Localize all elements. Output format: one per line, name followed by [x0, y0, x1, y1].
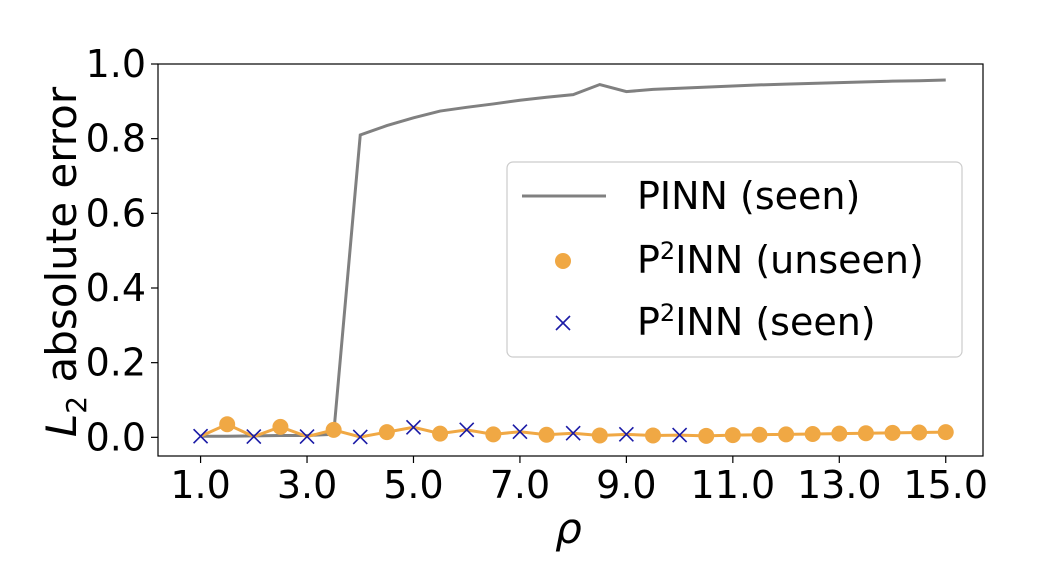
y-tick-label: 0.2	[86, 341, 146, 385]
point-p2inn-unseen	[804, 425, 821, 442]
x-tick-label: 11.0	[691, 463, 776, 507]
axes-layer: 1.0 3.0 5.0 7.0 9.0 11.0 13.0 15.0 0.0 0.2 0.4 0.6 0…	[37, 42, 988, 553]
x-axis-label: ρ	[555, 504, 582, 553]
point-p2inn-unseen	[857, 425, 874, 442]
legend-label-pinn-seen: PINN (seen)	[637, 174, 860, 218]
point-p2inn-unseen	[778, 426, 795, 443]
x-tick-label: 7.0	[490, 463, 550, 507]
point-p2inn-seen	[193, 428, 209, 444]
point-p2inn-unseen	[645, 427, 661, 444]
legend-box	[506, 161, 963, 358]
point-p2inn-unseen	[831, 425, 848, 442]
point-p2inn-seen	[459, 422, 475, 438]
x-tick-label: 15.0	[903, 463, 988, 507]
point-p2inn-unseen	[937, 424, 954, 441]
point-p2inn-seen	[352, 429, 368, 445]
point-p2inn-seen-stroke-b	[299, 429, 315, 445]
point-p2inn-seen	[405, 419, 422, 435]
point-p2inn-seen-stroke-b	[193, 428, 209, 444]
legend-label-p2inn-unseen-rest: INN (unseen)	[675, 238, 924, 282]
point-p2inn-seen	[565, 425, 581, 441]
point-p2inn-seen	[618, 426, 634, 442]
y-tick-label: 0.6	[86, 191, 146, 235]
series-line-pinn-seen	[200, 78, 946, 438]
legend-label-p2inn-seen-rest: INN (seen)	[675, 300, 875, 344]
point-p2inn-seen	[672, 427, 688, 443]
point-p2inn-unseen	[698, 427, 715, 444]
x-tick-label: 13.0	[797, 463, 882, 507]
point-p2inn-unseen	[432, 425, 449, 442]
point-p2inn-seen-stroke-b	[246, 429, 262, 445]
y-axis-label: L2 absolute error	[37, 86, 93, 437]
y-tick-label: 0.8	[86, 117, 146, 161]
point-p2inn-unseen	[911, 424, 928, 441]
legend-label-p2inn-unseen-main: P	[637, 238, 660, 282]
x-tick-label: 1.0	[170, 463, 230, 507]
point-p2inn-seen-stroke-b	[405, 419, 422, 435]
point-p2inn-unseen	[485, 426, 502, 443]
point-p2inn-seen-stroke-b	[459, 422, 475, 438]
y-axis-label-sub: 2	[60, 396, 93, 414]
y-axis-label-main: L	[37, 414, 86, 437]
point-p2inn-unseen	[272, 418, 289, 435]
point-p2inn-seen	[512, 424, 528, 440]
point-p2inn-unseen	[724, 427, 741, 444]
legend-swatch-p2inn-seen-stroke-b	[555, 315, 571, 331]
series-layer	[193, 78, 954, 445]
legend-label-p2inn-unseen-sup: 2	[660, 237, 675, 265]
point-p2inn-seen-stroke-b	[565, 425, 581, 441]
legend-label-p2inn-seen-sup: 2	[660, 299, 675, 327]
legend-swatch-p2inn-unseen	[555, 253, 571, 269]
y-tick-label: 0.0	[86, 415, 146, 459]
point-p2inn-seen	[246, 429, 262, 445]
point-p2inn-seen	[299, 429, 315, 445]
x-tick-label: 5.0	[383, 463, 443, 507]
legend-label-p2inn-unseen: P2INN (unseen)	[637, 237, 924, 282]
point-p2inn-seen-stroke-b	[618, 426, 634, 442]
x-tick-label: 9.0	[596, 463, 656, 507]
point-p2inn-unseen	[751, 426, 768, 443]
point-p2inn-unseen	[219, 416, 236, 433]
y-axis-label-rest: absolute error	[37, 86, 86, 396]
point-p2inn-unseen	[378, 424, 395, 441]
plot-frame	[157, 63, 984, 457]
point-p2inn-unseen	[591, 427, 608, 444]
point-p2inn-seen-stroke-b	[672, 427, 688, 443]
point-p2inn-unseen	[884, 424, 901, 441]
legend: PINN (seen)P2INN (unseen)P2INN (seen)	[506, 161, 963, 358]
point-p2inn-unseen	[538, 426, 555, 443]
point-p2inn-seen-stroke-b	[512, 424, 528, 440]
point-p2inn-unseen	[325, 421, 342, 438]
y-tick-label: 1.0	[86, 42, 146, 86]
legend-swatch-p2inn-seen	[555, 315, 571, 331]
legend-label-p2inn-seen-main: P	[637, 300, 660, 344]
point-p2inn-seen-stroke-b	[352, 429, 368, 445]
x-tick-label: 3.0	[277, 463, 337, 507]
legend-label-p2inn-seen: P2INN (seen)	[637, 299, 876, 344]
y-tick-label: 0.4	[86, 266, 146, 310]
